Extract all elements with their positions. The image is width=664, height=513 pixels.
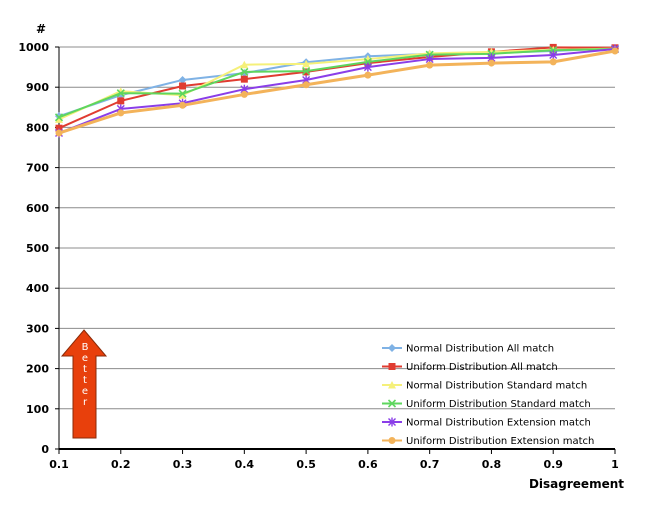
y-tick-label: 300 <box>26 322 49 335</box>
x-tick-label: 0.1 <box>49 458 69 471</box>
arrow-label-letter: t <box>83 375 87 386</box>
y-tick-label: 600 <box>26 202 49 215</box>
gridlines <box>59 46 615 410</box>
legend-marker <box>388 437 396 444</box>
y-tick-label: 900 <box>26 81 49 94</box>
y-tick-label: 400 <box>26 282 49 295</box>
x-tick-label: 0.7 <box>420 458 440 471</box>
data-point <box>240 75 248 83</box>
y-tick-label: 100 <box>26 403 49 416</box>
data-point <box>117 97 125 105</box>
legend-marker <box>388 344 396 352</box>
data-point <box>55 124 63 132</box>
y-tick-label: 0 <box>41 443 49 456</box>
x-tick-label: 0.3 <box>173 458 193 471</box>
series-line <box>58 48 616 119</box>
arrow-label-letter: e <box>82 353 88 364</box>
data-point <box>55 129 63 137</box>
y-tick-label: 200 <box>26 363 49 376</box>
data-point <box>487 59 495 67</box>
y-tick-label: 700 <box>26 162 49 175</box>
x-axis-title: Disagreement <box>529 477 624 491</box>
legend-label: Uniform Distribution Standard match <box>406 399 591 410</box>
data-point <box>116 89 125 98</box>
legend-label: Uniform Distribution Extension match <box>406 436 594 447</box>
legend-label: Normal Distribution Extension match <box>406 418 591 429</box>
legend-marker <box>388 417 396 427</box>
legend-label: Normal Distribution Standard match <box>406 381 587 392</box>
y-axis-title: # <box>36 22 46 36</box>
legend-marker <box>388 363 396 370</box>
x-tick-label: 0.8 <box>482 458 502 471</box>
data-point <box>179 101 187 109</box>
arrow-label-letter: B <box>82 342 89 353</box>
data-point <box>54 113 64 122</box>
series-2 <box>55 43 619 132</box>
data-point <box>178 89 187 98</box>
legend-label: Normal Distribution All match <box>406 344 554 355</box>
data-point <box>426 61 434 69</box>
data-point <box>55 115 63 123</box>
data-point <box>611 47 619 55</box>
legend-item: Normal Distribution Standard match <box>382 381 587 392</box>
x-tick-label: 0.6 <box>358 458 378 471</box>
x-tick-label: 0.2 <box>111 458 131 471</box>
legend-item: Normal Distribution Extension match <box>382 417 591 429</box>
legend: Normal Distribution All match Uniform Dis… <box>382 344 594 447</box>
legend-label: Uniform Distribution All match <box>406 362 558 373</box>
data-point <box>178 91 187 99</box>
x-tick-label: 0.9 <box>543 458 563 471</box>
data-point <box>240 60 249 69</box>
data-point <box>117 109 125 117</box>
data-point <box>549 50 558 60</box>
legend-item: Uniform Distribution Standard match <box>382 399 591 410</box>
series-line <box>58 49 616 135</box>
series-6 <box>55 47 619 137</box>
data-point <box>363 62 372 72</box>
arrow-label-letter: r <box>83 397 88 408</box>
x-tick-label: 1 <box>611 458 619 471</box>
arrow-shape <box>60 329 108 439</box>
x-tick-label: 0.4 <box>235 458 255 471</box>
legend-item: Uniform Distribution Extension match <box>382 436 594 447</box>
y-tick-label: 500 <box>26 242 49 255</box>
x-tick-label: 0.5 <box>296 458 316 471</box>
data-point <box>302 67 311 76</box>
arrow-label-letter: e <box>82 386 88 397</box>
series-line <box>58 48 616 134</box>
data-point <box>302 81 310 89</box>
data-point <box>240 90 248 98</box>
legend-marker <box>387 399 397 408</box>
y-tick-label: 800 <box>26 121 49 134</box>
legend-item: Uniform Distribution All match <box>382 362 558 373</box>
y-tick-label: 1000 <box>18 41 49 54</box>
data-point <box>302 59 311 68</box>
data-point <box>364 71 372 79</box>
data-point <box>549 58 557 66</box>
arrow-label-letter: t <box>83 364 87 375</box>
legend-marker <box>388 381 396 389</box>
data-point <box>178 75 187 84</box>
legend-item: Normal Distribution All match <box>382 344 554 355</box>
data-point <box>240 67 249 76</box>
data-point <box>179 82 187 90</box>
